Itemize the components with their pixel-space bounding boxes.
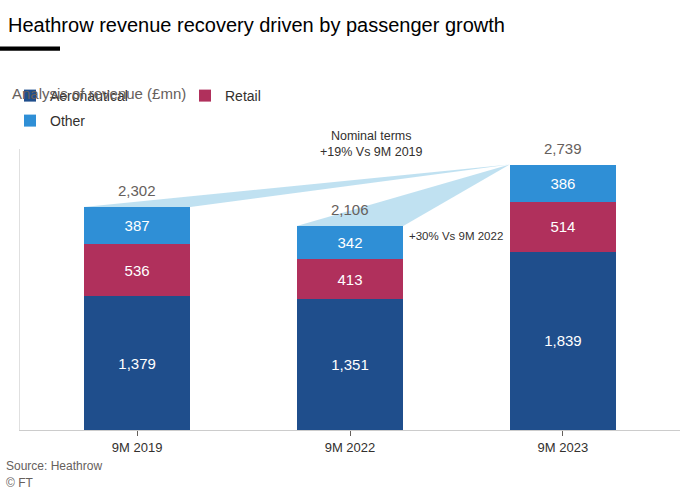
svg-text:Other: Other (50, 113, 85, 129)
svg-text:9M 2023: 9M 2023 (538, 440, 589, 455)
svg-text:+30% Vs 9M 2022: +30% Vs 9M 2022 (409, 230, 503, 242)
svg-text:9M 2019: 9M 2019 (112, 440, 163, 455)
svg-text:342: 342 (337, 234, 362, 251)
svg-text:Nominal terms+19% Vs 9M 2019: Nominal terms+19% Vs 9M 2019 (320, 129, 423, 159)
svg-text:387: 387 (125, 217, 150, 234)
svg-text:Source: Heathrow: Source: Heathrow (6, 459, 102, 473)
svg-text:386: 386 (550, 175, 575, 192)
svg-text:413: 413 (337, 271, 362, 288)
svg-text:2,106: 2,106 (331, 201, 369, 218)
svg-text:2,302: 2,302 (118, 182, 156, 199)
svg-text:1,351: 1,351 (331, 356, 369, 373)
svg-text:Aeronautical: Aeronautical (50, 88, 128, 104)
svg-text:9M 2022: 9M 2022 (325, 440, 376, 455)
svg-text:2,739: 2,739 (544, 140, 582, 157)
svg-text:1,839: 1,839 (544, 332, 582, 349)
svg-text:1,379: 1,379 (118, 355, 156, 372)
svg-text:536: 536 (125, 262, 150, 279)
svg-text:514: 514 (550, 218, 575, 235)
svg-text:Analysis of revenue (£mn): Analysis of revenue (£mn) (12, 85, 186, 102)
svg-text:© FT: © FT (6, 476, 34, 490)
svg-text:Retail: Retail (225, 88, 261, 104)
svg-text:Heathrow revenue recovery driv: Heathrow revenue recovery driven by pass… (8, 14, 505, 36)
